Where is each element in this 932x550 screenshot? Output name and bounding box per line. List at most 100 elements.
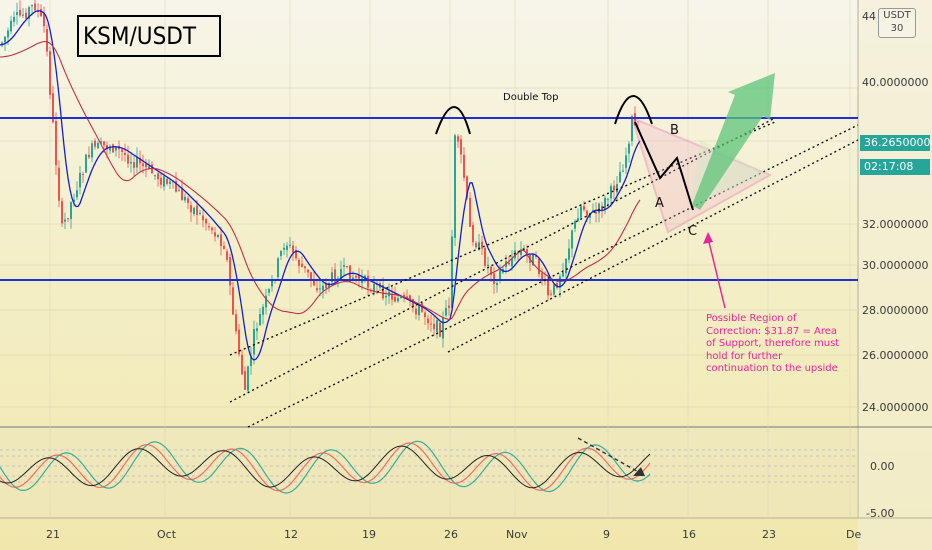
candle-body — [1, 42, 3, 45]
candle-body — [52, 93, 54, 123]
candle-body — [454, 135, 456, 238]
candle-body — [397, 298, 399, 302]
candle-body — [520, 249, 522, 256]
candle-body — [160, 178, 162, 185]
candle-body — [100, 141, 102, 144]
price-axis-panel[interactable] — [858, 0, 932, 550]
price-axis-label: 40.0000000 — [862, 76, 928, 89]
oscillator-axis-label: 0.00 — [870, 460, 895, 473]
candle-body — [130, 161, 132, 164]
candle-body — [196, 205, 198, 216]
candle-body — [451, 236, 453, 308]
candle-body — [4, 36, 6, 43]
ma-fast-line — [0, 10, 641, 361]
candle-body — [265, 295, 267, 308]
candle-body — [157, 173, 159, 180]
candle-body — [205, 218, 207, 224]
candle-body — [412, 299, 414, 307]
candle-body — [19, 9, 21, 16]
candle-body — [61, 201, 63, 224]
candle-body — [391, 293, 393, 300]
note-pointer-head — [703, 232, 713, 244]
candle-body — [241, 354, 243, 375]
candle-body — [187, 198, 189, 203]
candle-body — [250, 356, 252, 366]
candle-body — [424, 312, 426, 318]
candle-body — [214, 232, 216, 237]
candle-body — [343, 265, 345, 267]
candle-body — [553, 284, 555, 295]
divergence-arrow-head — [633, 467, 645, 476]
candle-body — [124, 152, 126, 155]
candle-body — [415, 308, 417, 315]
channel-lower-line[interactable] — [247, 124, 859, 428]
candle-body — [7, 30, 9, 38]
candle-body — [25, 12, 27, 19]
candle-body — [247, 366, 249, 391]
candle-body — [55, 120, 57, 166]
candle-body — [121, 149, 123, 152]
correction-triangle[interactable] — [630, 116, 773, 234]
candle-body — [487, 264, 489, 266]
candle-body — [625, 155, 627, 168]
candle-body — [385, 295, 387, 298]
candle-body — [13, 16, 15, 22]
price-axis-label: 30.0000000 — [862, 259, 928, 272]
candle-body — [85, 154, 87, 173]
candle-body — [382, 284, 384, 299]
abc-wave-path — [634, 121, 694, 211]
candle-body — [334, 269, 336, 282]
candle-body — [340, 269, 342, 280]
candle-body — [262, 306, 264, 315]
candle-body — [580, 206, 582, 218]
candle-body — [598, 203, 600, 214]
candle-body — [229, 257, 231, 286]
candle-body — [562, 272, 564, 277]
oscillator-axis-label: -5.00 — [866, 507, 894, 520]
candlestick-series[interactable] — [1, 0, 639, 394]
currency-selector[interactable]: USDT 30 — [878, 8, 916, 38]
candle-body — [571, 230, 573, 249]
price-axis-label: 24.0000000 — [862, 401, 928, 414]
channel-upper-line[interactable] — [229, 121, 776, 356]
candle-body — [244, 371, 246, 390]
candle-body — [322, 285, 324, 291]
wave-a-label: A — [655, 196, 664, 211]
candle-body — [79, 172, 81, 188]
candle-body — [475, 243, 477, 248]
candle-body — [622, 170, 624, 172]
candle-body — [583, 206, 585, 210]
candle-body — [232, 287, 234, 315]
candle-body — [430, 323, 432, 325]
candle-body — [448, 305, 450, 308]
candle-body — [193, 207, 195, 215]
candle-body — [283, 247, 285, 250]
channel-lower-line-2[interactable] — [447, 139, 859, 353]
candle-body — [433, 323, 435, 330]
candle-body — [64, 219, 66, 222]
time-axis-label: 16 — [682, 528, 696, 541]
candle-body — [220, 234, 222, 247]
candle-body — [37, 10, 39, 12]
candle-body — [352, 277, 354, 281]
candle-body — [574, 221, 576, 229]
ma-slow-line — [0, 40, 641, 321]
current-price-tag: 36.2650000 — [860, 135, 930, 151]
wave-b-label: B — [670, 123, 679, 138]
candle-body — [22, 14, 24, 16]
candle-body — [295, 250, 297, 259]
candle-body — [106, 145, 108, 150]
candle-body — [133, 162, 135, 168]
price-axis-label: 28.0000000 — [862, 304, 928, 317]
time-axis-label: 26 — [444, 528, 458, 541]
candle-body — [541, 272, 543, 281]
countdown-tag: 02:17:08 — [860, 159, 930, 175]
candle-body — [493, 273, 495, 285]
candle-body — [466, 176, 468, 199]
note-pointer-line — [707, 237, 726, 309]
candle-body — [43, 13, 45, 27]
candle-body — [556, 282, 558, 288]
oscillator-line-1 — [0, 440, 651, 494]
